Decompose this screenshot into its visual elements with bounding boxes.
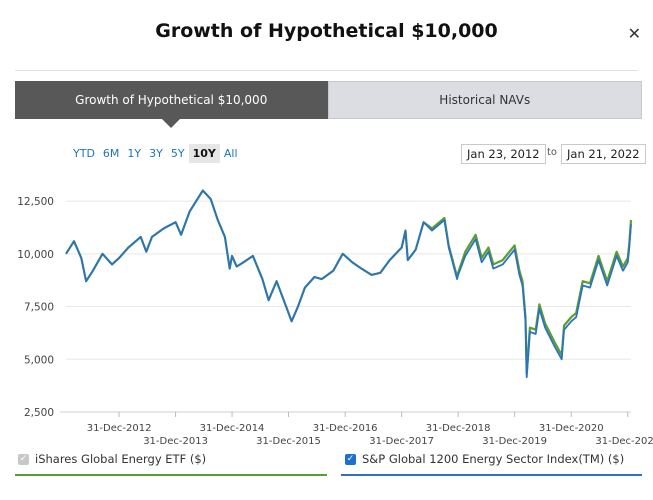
growth-chart: 2,500 5,000 7,500 10,000 12,500 31-Dec-2012 31… (17, 189, 653, 447)
range-all[interactable]: All (223, 147, 238, 160)
legend-item-index[interactable]: ✓ S&P Global 1200 Energy Sector Index(TM… (345, 452, 624, 470)
range-5y[interactable]: 5Y (170, 147, 185, 160)
checkbox-etf-icon: ✓ (18, 453, 29, 465)
range-ytd[interactable]: YTD (73, 147, 95, 160)
legend-label-index: S&P Global 1200 Energy Sector Index(TM) … (362, 452, 625, 466)
legend-underline-etf (15, 474, 327, 476)
tab-growth[interactable]: Growth of Hypothetical $10,000 (15, 81, 328, 128)
checkbox-index-icon[interactable]: ✓ (345, 453, 356, 465)
y-tick-label: 5,000 (24, 354, 54, 366)
y-tick-label: 12,500 (17, 196, 54, 208)
x-tick-label: 31-Dec-2016 (313, 423, 378, 434)
range-6m[interactable]: 6M (102, 147, 120, 160)
x-tick-label: 31-Dec-2021 (595, 436, 653, 447)
close-icon[interactable]: ✕ (627, 24, 641, 43)
dialog-title: Growth of Hypothetical $10,000 (155, 20, 498, 42)
x-tick-label: 31-Dec-2015 (256, 436, 321, 447)
x-tick-label: 31-Dec-2012 (87, 423, 152, 434)
series-line-etf (65, 189, 633, 376)
range-selector: YTD 6M 1Y 3Y 5Y 10Y All (69, 144, 242, 163)
date-to-label: to (547, 147, 558, 158)
tab-bar: Growth of Hypothetical $10,000 Historica… (15, 81, 642, 128)
legend-item-etf: ✓ iShares Global Energy ETF ($) (18, 452, 206, 470)
x-tick-label: 31-Dec-2018 (426, 423, 491, 434)
header-divider (15, 70, 638, 71)
x-tick-label: 31-Dec-2017 (369, 436, 434, 447)
x-tick-label: 31-Dec-2020 (539, 423, 604, 434)
tab-historical-navs[interactable]: Historical NAVs (327, 81, 642, 119)
legend-label-etf: iShares Global Energy ETF ($) (35, 452, 207, 466)
date-to-input[interactable]: Jan 21, 2022 (561, 144, 646, 164)
date-from-input[interactable]: Jan 23, 2012 (461, 144, 546, 164)
range-1y[interactable]: 1Y (127, 147, 142, 160)
y-tick-label: 10,000 (17, 249, 54, 261)
range-3y[interactable]: 3Y (149, 147, 163, 160)
x-tick-label: 31-Dec-2013 (143, 436, 208, 447)
range-10y[interactable]: 10Y (188, 144, 220, 163)
x-tick-label: 31-Dec-2014 (200, 423, 265, 434)
series-line-index (65, 189, 632, 379)
legend-underline-index (341, 474, 642, 476)
x-tick-label: 31-Dec-2019 (482, 436, 547, 447)
y-tick-label: 2,500 (24, 407, 54, 419)
y-tick-label: 7,500 (24, 302, 54, 314)
